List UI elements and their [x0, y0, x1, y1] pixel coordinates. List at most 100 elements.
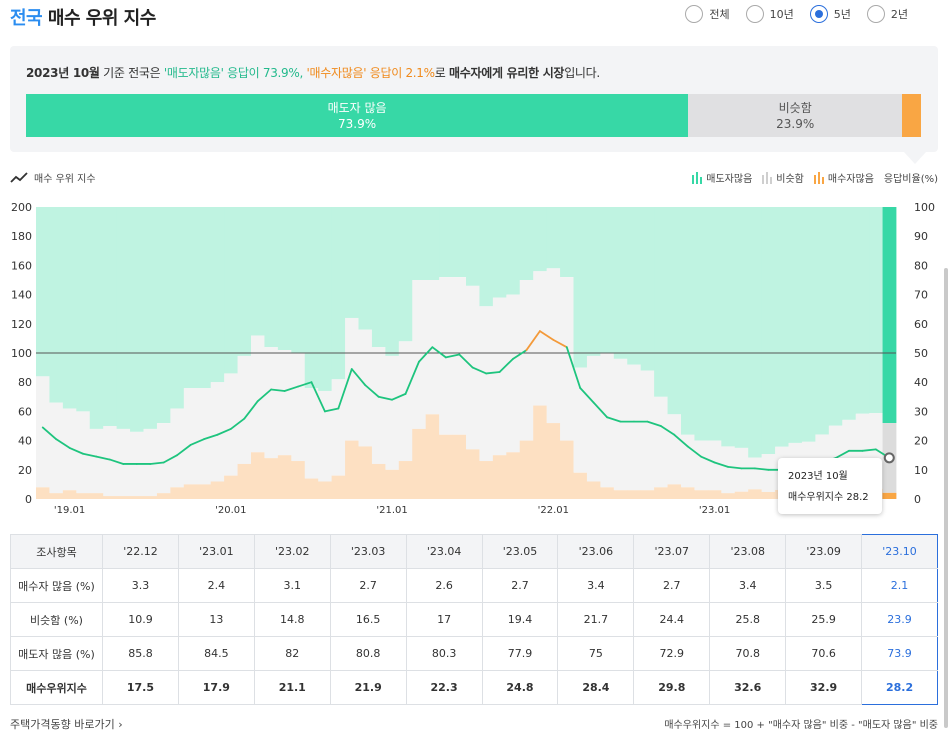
radio-circle-icon	[866, 5, 885, 23]
seller-ratio-bar	[89, 207, 104, 429]
ratio-similar-value: 23.9%	[776, 116, 815, 131]
seller-ratio-bar	[667, 207, 682, 415]
data-table: 조사항목 '22.12'23.01'23.02'23.03'23.04'23.05…	[10, 534, 938, 705]
index-line-segment	[539, 330, 555, 341]
seller-ratio-bar	[627, 207, 642, 365]
chart-tooltip: 2023년 10월 매수우위지수 28.2	[778, 458, 882, 514]
table-row-label: 매수자 많음 (%)	[10, 568, 103, 603]
buyer-ratio-bar	[492, 455, 507, 499]
buyer-ratio-bar	[748, 489, 763, 499]
index-line-segment	[512, 349, 528, 360]
table-month-header: '23.03	[329, 534, 407, 569]
index-line-segment	[498, 357, 514, 373]
bar-seller-icon	[692, 171, 703, 184]
similar-ratio-bar	[721, 446, 736, 494]
index-line-segment	[727, 465, 743, 470]
similar-ratio-bar	[49, 402, 64, 494]
table-cell: 80.3	[405, 636, 483, 671]
y-right-tick-label: 0	[914, 493, 921, 506]
summary-box: 2023년 10월 기준 전국은 '매도자많음' 응답이 73.9%, '매수자…	[10, 46, 938, 152]
table-cell: 2.1	[861, 568, 938, 603]
similar-ratio-bar	[519, 280, 534, 441]
index-chart[interactable]: 0 20 40 60 80 100 120 140 160 180 200 0 10 20 30 40 50 60…	[0, 192, 948, 522]
index-line-segment	[350, 368, 367, 387]
index-line-segment	[834, 449, 850, 460]
table-cell: 22.3	[405, 670, 483, 705]
buyer-ratio-bar	[345, 440, 359, 499]
table-cell: 3.4	[557, 568, 635, 603]
similar-ratio-bar	[667, 414, 682, 485]
table-cell: 25.9	[785, 602, 863, 637]
legend-similar: 비슷함	[762, 170, 804, 185]
buyer-ratio-bar	[251, 452, 265, 499]
buyer-ratio-bar	[425, 414, 440, 499]
summary-sentence: 2023년 10월 기준 전국은 '매도자많음' 응답이 73.9%, '매수자…	[26, 64, 600, 81]
table-cell: 3.3	[102, 568, 179, 603]
index-point-latest	[883, 452, 895, 464]
index-line-segment	[471, 366, 488, 375]
similar-ratio-bar	[237, 355, 252, 464]
legend-similar-label: 비슷함	[776, 174, 804, 185]
seller-ratio-bar	[882, 207, 897, 424]
legend-right-axis-label: 응답비율(%)	[883, 174, 938, 185]
similar-ratio-bar	[694, 440, 709, 491]
seller-ratio-bar	[130, 207, 144, 432]
table-month-header: '23.07	[633, 534, 711, 569]
buyer-ratio-bar	[694, 490, 709, 499]
tooltip-month: 2023년 10월	[788, 471, 848, 482]
summary-pointer	[904, 152, 926, 164]
tooltip-label: 매수우위지수	[788, 492, 844, 503]
seller-ratio-bar	[560, 207, 574, 278]
index-line-segment	[229, 417, 246, 430]
table-month-header: '23.01	[177, 534, 255, 569]
table-cell: 77.9	[481, 636, 559, 671]
similar-ratio-bar	[197, 388, 212, 485]
table-cell: 70.8	[709, 636, 787, 671]
buyer-ratio-bar	[519, 440, 534, 499]
buyer-ratio-bar	[627, 490, 642, 499]
similar-ratio-bar	[573, 367, 588, 473]
index-line-segment	[310, 381, 326, 413]
index-line-segment	[82, 452, 98, 458]
radio-selected-icon	[809, 5, 828, 23]
table-cell: 28.4	[557, 670, 635, 705]
seller-ratio-bar	[506, 207, 521, 295]
buyer-ratio-bar	[667, 484, 682, 499]
index-line-segment	[404, 360, 420, 395]
similar-ratio-bar	[439, 277, 453, 435]
ratio-seller-label: 매도자 많음	[327, 100, 387, 115]
index-line-segment	[431, 346, 447, 359]
seller-ratio-bar	[439, 207, 453, 278]
similar-ratio-bar	[761, 454, 776, 492]
y-left-tick-label: 100	[11, 347, 32, 360]
x-tick-label: '23.01	[699, 505, 730, 516]
table-header-row: 조사항목 '22.12'23.01'23.02'23.03'23.04'23.05…	[10, 534, 938, 569]
index-line-segment	[203, 433, 219, 441]
seller-ratio-bar	[654, 207, 668, 397]
housing-trend-link[interactable]: 주택가격동향 바로가기 ›	[10, 716, 123, 732]
buyer-ratio-bar	[170, 487, 185, 499]
table-cell: 17	[405, 602, 483, 637]
period-5y-radio[interactable]: 5년	[809, 5, 851, 23]
buyer-ratio-bar	[734, 491, 749, 499]
scrollbar[interactable]	[944, 268, 948, 728]
similar-ratio-bar	[734, 447, 749, 492]
table-row-label: 매도자 많음 (%)	[10, 636, 103, 671]
seller-ratio-bar	[358, 207, 373, 330]
seller-ratio-bar	[318, 207, 333, 391]
similar-ratio-bar	[210, 382, 225, 482]
buyer-ratio-bar	[89, 493, 104, 499]
buyer-ratio-bar	[358, 446, 373, 499]
seller-ratio-bar	[533, 207, 548, 272]
similar-ratio-bar	[36, 376, 50, 488]
buyer-ratio-bar	[586, 481, 601, 499]
table-cell: 2.4	[177, 568, 255, 603]
period-2y-radio[interactable]: 2년	[866, 5, 908, 23]
buyer-ratio-bar	[707, 490, 722, 499]
table-cell: 24.8	[481, 670, 559, 705]
index-line-segment	[41, 426, 58, 441]
y-left-tick-label: 160	[11, 259, 32, 272]
similar-ratio-bar	[412, 280, 427, 429]
period-all-radio[interactable]: 전체	[685, 5, 730, 23]
period-10y-radio[interactable]: 10년	[745, 5, 794, 23]
